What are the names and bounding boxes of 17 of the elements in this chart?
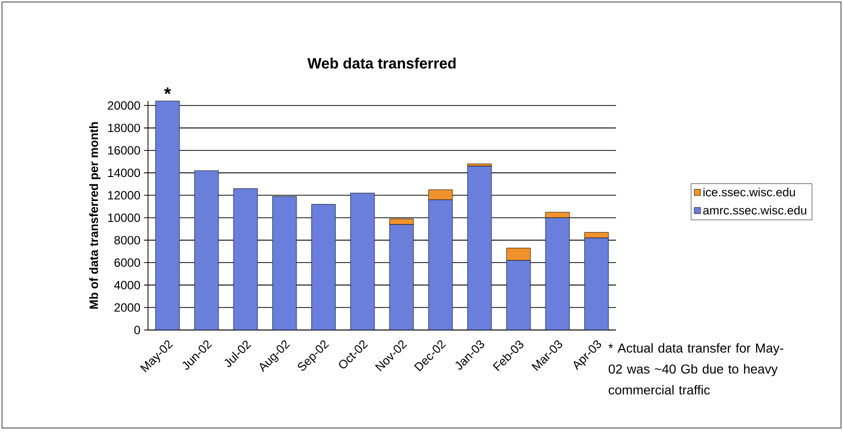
y-tick-label: 2000 bbox=[114, 303, 140, 312]
y-tick-label: 8000 bbox=[114, 236, 140, 244]
chart-title: Web data transferred bbox=[307, 58, 456, 69]
y-axis-title: Mb of data transferred per month bbox=[89, 122, 100, 309]
y-tick-label: 6000 bbox=[114, 258, 140, 267]
y-tick-label: 12000 bbox=[108, 191, 140, 200]
text: * Actual data transfer for May-02 was ~40 Gb due to heavy commercial traffic bbox=[608, 343, 784, 395]
legend-label: ice.ssec.wisc.edu bbox=[704, 188, 795, 196]
y-tick-label: 18000 bbox=[108, 124, 140, 132]
y-tick-label: 0 bbox=[134, 326, 140, 334]
y-tick-label: 4000 bbox=[114, 280, 140, 290]
y-tick-label: 10000 bbox=[108, 214, 140, 222]
annotation: * bbox=[164, 87, 171, 94]
legend-label: amrc.ssec.wisc.edu bbox=[703, 206, 806, 215]
y-tick-label: 14000 bbox=[108, 168, 140, 178]
y-tick-label: 20000 bbox=[108, 101, 140, 110]
y-tick-label: 16000 bbox=[108, 146, 140, 155]
